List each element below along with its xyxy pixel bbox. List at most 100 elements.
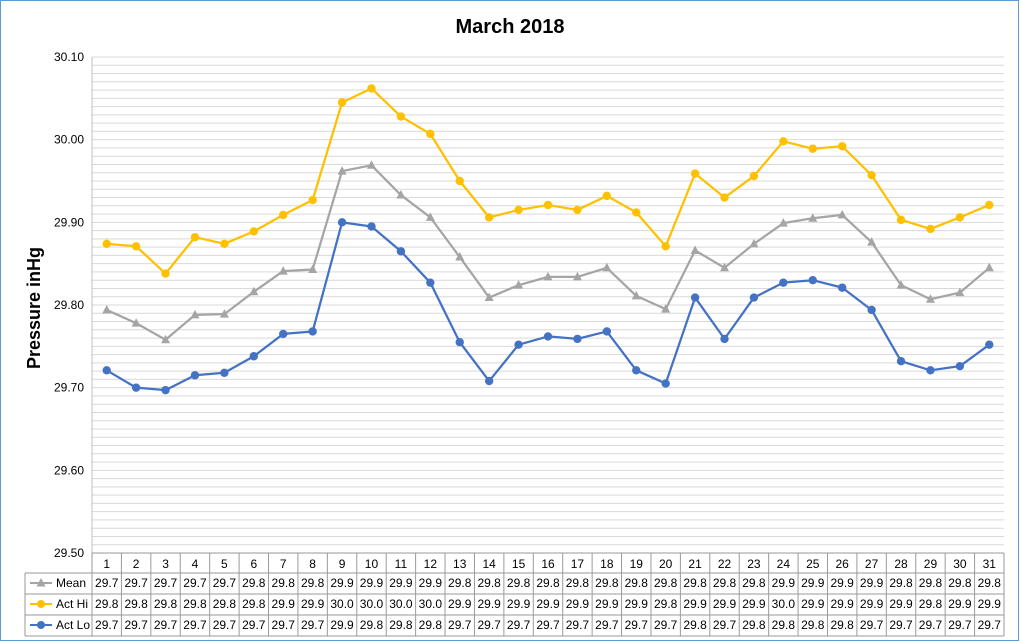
data-label: 29.8 <box>448 576 472 590</box>
data-label: 29.8 <box>654 597 678 611</box>
x-tick-label: 10 <box>365 557 379 571</box>
data-label: 29.8 <box>154 597 178 611</box>
data-label: 29.7 <box>477 618 501 632</box>
data-label: 30.0 <box>419 597 443 611</box>
data-point <box>837 142 847 151</box>
data-label: 29.9 <box>272 597 296 611</box>
data-point <box>484 213 494 222</box>
data-point <box>455 252 465 261</box>
data-label: 29.9 <box>831 597 855 611</box>
x-tick-label: 1 <box>103 557 110 571</box>
data-label: 30.0 <box>330 597 354 611</box>
data-label: 29.8 <box>536 576 560 590</box>
data-point <box>396 247 406 256</box>
y-tick-label: 30.00 <box>54 133 84 147</box>
data-label: 29.7 <box>183 576 207 590</box>
data-point <box>925 294 935 303</box>
data-label: 29.8 <box>978 576 1002 590</box>
data-point <box>867 171 876 180</box>
data-label: 29.8 <box>566 576 590 590</box>
y-tick-label: 29.60 <box>54 463 84 477</box>
data-label: 29.8 <box>889 576 913 590</box>
x-tick-label: 24 <box>777 557 791 571</box>
data-label: 29.8 <box>713 576 737 590</box>
x-tick-label: 16 <box>541 557 555 571</box>
data-point <box>896 357 906 366</box>
data-label: 29.8 <box>948 576 972 590</box>
data-point <box>778 218 788 227</box>
data-label: 29.8 <box>654 576 678 590</box>
legend-label: Act Hi <box>56 597 88 611</box>
data-table: 1 2 3 4 5 6 7 8 9 10 11 12 13 14 15 16 17 18 19 20 21 22 23 24 2… <box>24 552 1005 637</box>
legend-label: Act Lo <box>56 618 90 632</box>
data-point <box>367 84 376 93</box>
data-point <box>955 361 965 371</box>
data-point <box>220 239 229 249</box>
data-label: 29.9 <box>566 597 590 611</box>
data-label: 29.9 <box>801 576 825 590</box>
data-label: 29.8 <box>419 618 443 632</box>
data-label: 29.7 <box>154 618 178 632</box>
data-label: 29.7 <box>948 618 972 632</box>
y-tick-label: 29.80 <box>54 298 84 312</box>
data-point <box>955 287 965 297</box>
data-label: 29.8 <box>801 618 825 632</box>
data-point <box>514 205 523 215</box>
data-label: 29.9 <box>477 597 501 611</box>
data-point <box>455 176 464 186</box>
data-point <box>867 237 877 246</box>
data-point <box>926 224 935 234</box>
data-label: 29.7 <box>95 576 119 590</box>
data-label: 29.9 <box>742 597 766 611</box>
data-label: 29.9 <box>772 576 796 590</box>
data-point <box>220 368 229 377</box>
data-label: 29.8 <box>477 576 501 590</box>
data-label: 29.8 <box>683 576 707 590</box>
legend-marker <box>37 621 45 629</box>
x-tick-label: 30 <box>953 557 967 571</box>
data-label: 29.9 <box>507 597 531 611</box>
data-label: 29.8 <box>683 618 707 632</box>
data-point <box>279 210 288 220</box>
data-point <box>749 238 759 248</box>
data-label: 29.9 <box>389 576 413 590</box>
x-tick-label: 9 <box>339 557 346 571</box>
data-point <box>779 137 788 146</box>
data-point <box>455 338 464 347</box>
y-tick-label: 29.70 <box>54 381 84 395</box>
legend-marker <box>36 578 46 587</box>
data-label: 29.9 <box>860 576 884 590</box>
data-point <box>955 213 965 222</box>
data-label: 29.8 <box>213 597 237 611</box>
data-label: 29.9 <box>301 597 325 611</box>
data-point <box>131 318 141 327</box>
data-point <box>484 376 494 386</box>
data-point <box>984 262 994 272</box>
data-label: 29.8 <box>272 576 296 590</box>
data-point <box>484 292 494 302</box>
x-tick-label: 13 <box>453 557 467 571</box>
x-tick-label: 22 <box>718 557 732 571</box>
x-tick-label: 19 <box>630 557 644 571</box>
x-tick-label: 27 <box>865 557 879 571</box>
y-axis-label: Pressure inHg <box>24 247 44 369</box>
x-tick-label: 17 <box>571 557 585 571</box>
data-label: 29.9 <box>595 597 619 611</box>
data-point <box>808 213 818 222</box>
data-point <box>720 193 729 202</box>
data-label: 29.7 <box>95 618 119 632</box>
data-point <box>161 269 170 278</box>
data-label: 29.9 <box>860 597 884 611</box>
data-point <box>779 278 788 287</box>
data-point <box>426 129 435 139</box>
x-tick-label: 21 <box>688 557 702 571</box>
x-tick-label: 7 <box>280 557 287 571</box>
data-label: 29.8 <box>360 618 384 632</box>
data-label: 29.8 <box>772 618 796 632</box>
data-point <box>632 208 641 217</box>
data-label: 29.9 <box>713 597 737 611</box>
data-point <box>837 283 847 292</box>
data-label: 30.0 <box>360 597 384 611</box>
data-point <box>426 278 435 287</box>
data-point <box>278 266 288 275</box>
